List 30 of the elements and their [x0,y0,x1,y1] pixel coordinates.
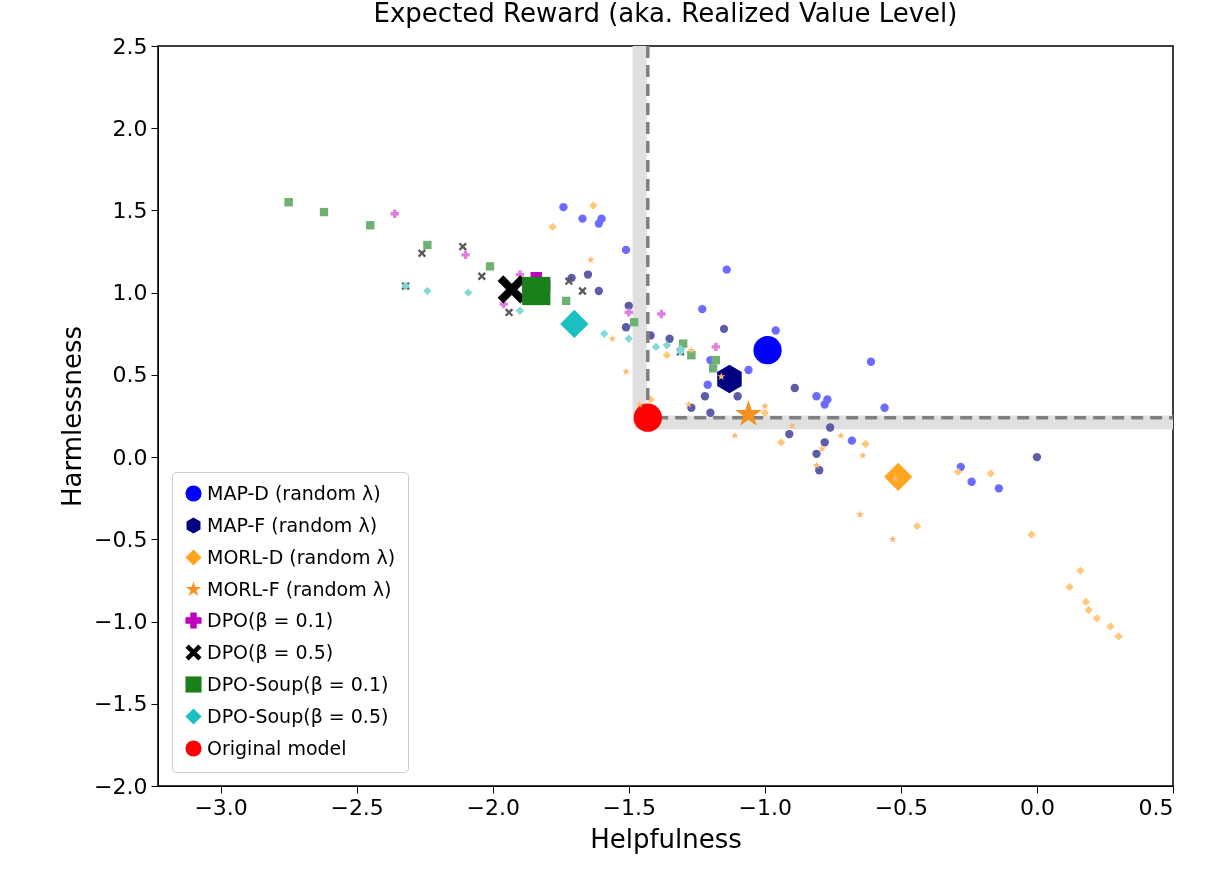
legend-label: DPO(β = 0.5) [207,640,334,663]
y-tick-label: −1.5 [94,691,148,717]
y-tick-label: 0.5 [112,362,148,388]
y-axis-title: Harmlessness [57,326,88,507]
y-tick-label: 2.0 [112,115,148,141]
legend-label: MORL-F (random λ) [207,577,392,600]
y-tick-label: 0.0 [112,444,148,470]
x-tick-label: −2.0 [466,794,520,820]
legend-label: Original model [207,736,347,759]
x-tick-label: −0.5 [874,794,929,820]
x-tick-label: 0.0 [1019,794,1055,820]
x-tick-label: 0.5 [1138,794,1174,820]
chart-title: Expected Reward (aka. Realized Value Level) [373,0,958,28]
y-tick-label: −0.5 [94,526,148,552]
y-tick-label: −2.0 [94,773,148,799]
legend-label: MAP-D (random λ) [207,481,381,504]
x-tick-label: −2.5 [330,794,384,820]
x-axis-title: Helpfulness [590,823,742,854]
legend-label: DPO-Soup(β = 0.1) [207,672,389,695]
x-tick-label: −1.0 [738,794,793,820]
legend-label: DPO(β = 0.1) [207,608,334,631]
y-tick-label: 1.5 [112,197,148,223]
legend-label: DPO-Soup(β = 0.5) [207,704,389,727]
legend-label: MAP-F (random λ) [207,513,378,536]
y-tick-label: −1.0 [94,609,148,635]
y-tick-label: 1.0 [112,280,148,306]
x-tick-label: −1.5 [602,794,656,820]
x-tick-label: −3.0 [194,794,248,820]
legend-label: MORL-D (random λ) [207,545,396,568]
y-tick-label: 2.5 [112,33,148,59]
